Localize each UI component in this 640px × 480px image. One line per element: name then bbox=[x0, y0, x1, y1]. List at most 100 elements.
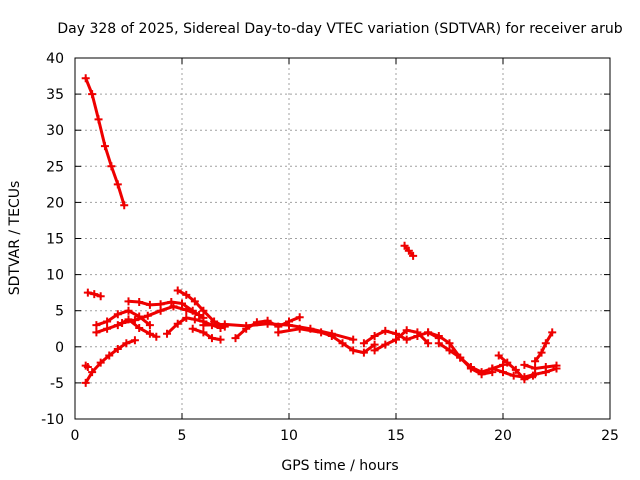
data-point bbox=[81, 74, 90, 83]
data-point bbox=[434, 339, 443, 348]
data-point bbox=[445, 339, 454, 348]
data-point bbox=[122, 339, 131, 348]
data-point bbox=[285, 317, 293, 326]
series-early-rising bbox=[81, 336, 139, 387]
data-point bbox=[135, 298, 144, 307]
data-point bbox=[359, 339, 368, 348]
data-point bbox=[220, 320, 229, 329]
data-point bbox=[113, 344, 122, 353]
data-point bbox=[349, 346, 358, 355]
data-point bbox=[96, 292, 105, 301]
data-point bbox=[96, 358, 105, 367]
data-point bbox=[163, 329, 172, 338]
data-point bbox=[409, 251, 418, 260]
y-tick-label: -5 bbox=[50, 376, 64, 392]
x-tick-label: 5 bbox=[178, 428, 187, 444]
data-point bbox=[195, 311, 204, 320]
series-line bbox=[191, 327, 222, 342]
data-point bbox=[145, 300, 154, 309]
data-point bbox=[338, 339, 347, 348]
y-tick-label: 15 bbox=[46, 232, 64, 248]
series-arc-q bbox=[531, 328, 557, 366]
data-point bbox=[190, 297, 199, 306]
data-point bbox=[83, 363, 92, 372]
data-point bbox=[531, 357, 540, 366]
y-tick-label: 5 bbox=[55, 304, 64, 320]
data-point bbox=[124, 306, 133, 315]
data-point bbox=[113, 180, 122, 189]
data-point bbox=[92, 321, 101, 330]
data-point bbox=[295, 324, 304, 333]
data-point bbox=[537, 348, 546, 357]
data-point bbox=[520, 360, 529, 369]
data-point bbox=[135, 324, 144, 333]
data-point bbox=[231, 334, 240, 343]
x-tick-label: 15 bbox=[387, 428, 405, 444]
series-early-start bbox=[81, 361, 92, 372]
data-point bbox=[124, 297, 133, 306]
data-point bbox=[400, 241, 409, 250]
data-point bbox=[370, 346, 379, 355]
data-point bbox=[274, 328, 283, 337]
data-point bbox=[381, 326, 390, 335]
data-point bbox=[88, 368, 97, 377]
series-arc-p bbox=[494, 351, 537, 384]
data-point bbox=[130, 336, 139, 345]
data-point bbox=[531, 364, 540, 373]
data-point bbox=[173, 319, 182, 328]
series-line bbox=[522, 363, 558, 370]
data-point bbox=[190, 315, 199, 324]
data-point bbox=[81, 378, 90, 387]
data-point bbox=[488, 364, 497, 373]
data-point bbox=[466, 363, 475, 372]
series-arc-d bbox=[118, 302, 204, 327]
y-tick-label: 0 bbox=[55, 340, 64, 356]
data-point bbox=[552, 361, 561, 370]
data-point bbox=[434, 331, 443, 340]
series-line bbox=[533, 330, 554, 363]
chart-title: Day 328 of 2025, Sidereal Day-to-day VTE… bbox=[57, 21, 622, 37]
data-point bbox=[169, 302, 178, 311]
data-point bbox=[392, 335, 400, 344]
data-point bbox=[182, 313, 191, 322]
data-point bbox=[359, 348, 368, 357]
data-point bbox=[263, 316, 272, 325]
y-tick-label: 20 bbox=[46, 195, 64, 211]
data-point bbox=[445, 346, 454, 355]
data-point bbox=[130, 316, 139, 325]
data-point bbox=[402, 326, 411, 335]
data-point bbox=[252, 318, 261, 327]
data-point bbox=[90, 290, 99, 299]
data-point bbox=[173, 286, 182, 295]
data-point bbox=[541, 363, 550, 372]
data-point bbox=[145, 329, 154, 338]
data-point bbox=[349, 335, 358, 344]
data-point bbox=[103, 324, 112, 333]
data-point bbox=[199, 306, 208, 315]
data-point bbox=[105, 351, 114, 360]
data-point bbox=[503, 358, 512, 367]
y-tick-label: 40 bbox=[46, 51, 64, 67]
data-point bbox=[424, 339, 433, 348]
data-point bbox=[541, 339, 550, 348]
data-point bbox=[381, 340, 390, 349]
data-point bbox=[94, 115, 103, 124]
data-point bbox=[103, 317, 112, 326]
series-high-arc bbox=[81, 74, 129, 210]
data-point bbox=[100, 142, 109, 151]
data-point bbox=[167, 298, 176, 307]
x-tick-label: 0 bbox=[71, 428, 80, 444]
data-point bbox=[199, 321, 208, 330]
series-arc-b bbox=[92, 315, 161, 341]
data-point bbox=[477, 368, 486, 377]
data-point bbox=[92, 328, 101, 337]
data-point bbox=[216, 335, 225, 344]
data-point bbox=[456, 353, 465, 362]
data-point bbox=[152, 332, 161, 341]
data-point bbox=[528, 371, 537, 380]
data-point bbox=[499, 368, 507, 377]
series-layer bbox=[81, 74, 561, 387]
tick-layer: 0 5 10 15 20 25 -10 -5 0 5 10 15 20 25 30 35 40 bbox=[41, 51, 619, 444]
series-arc-i bbox=[231, 313, 304, 343]
